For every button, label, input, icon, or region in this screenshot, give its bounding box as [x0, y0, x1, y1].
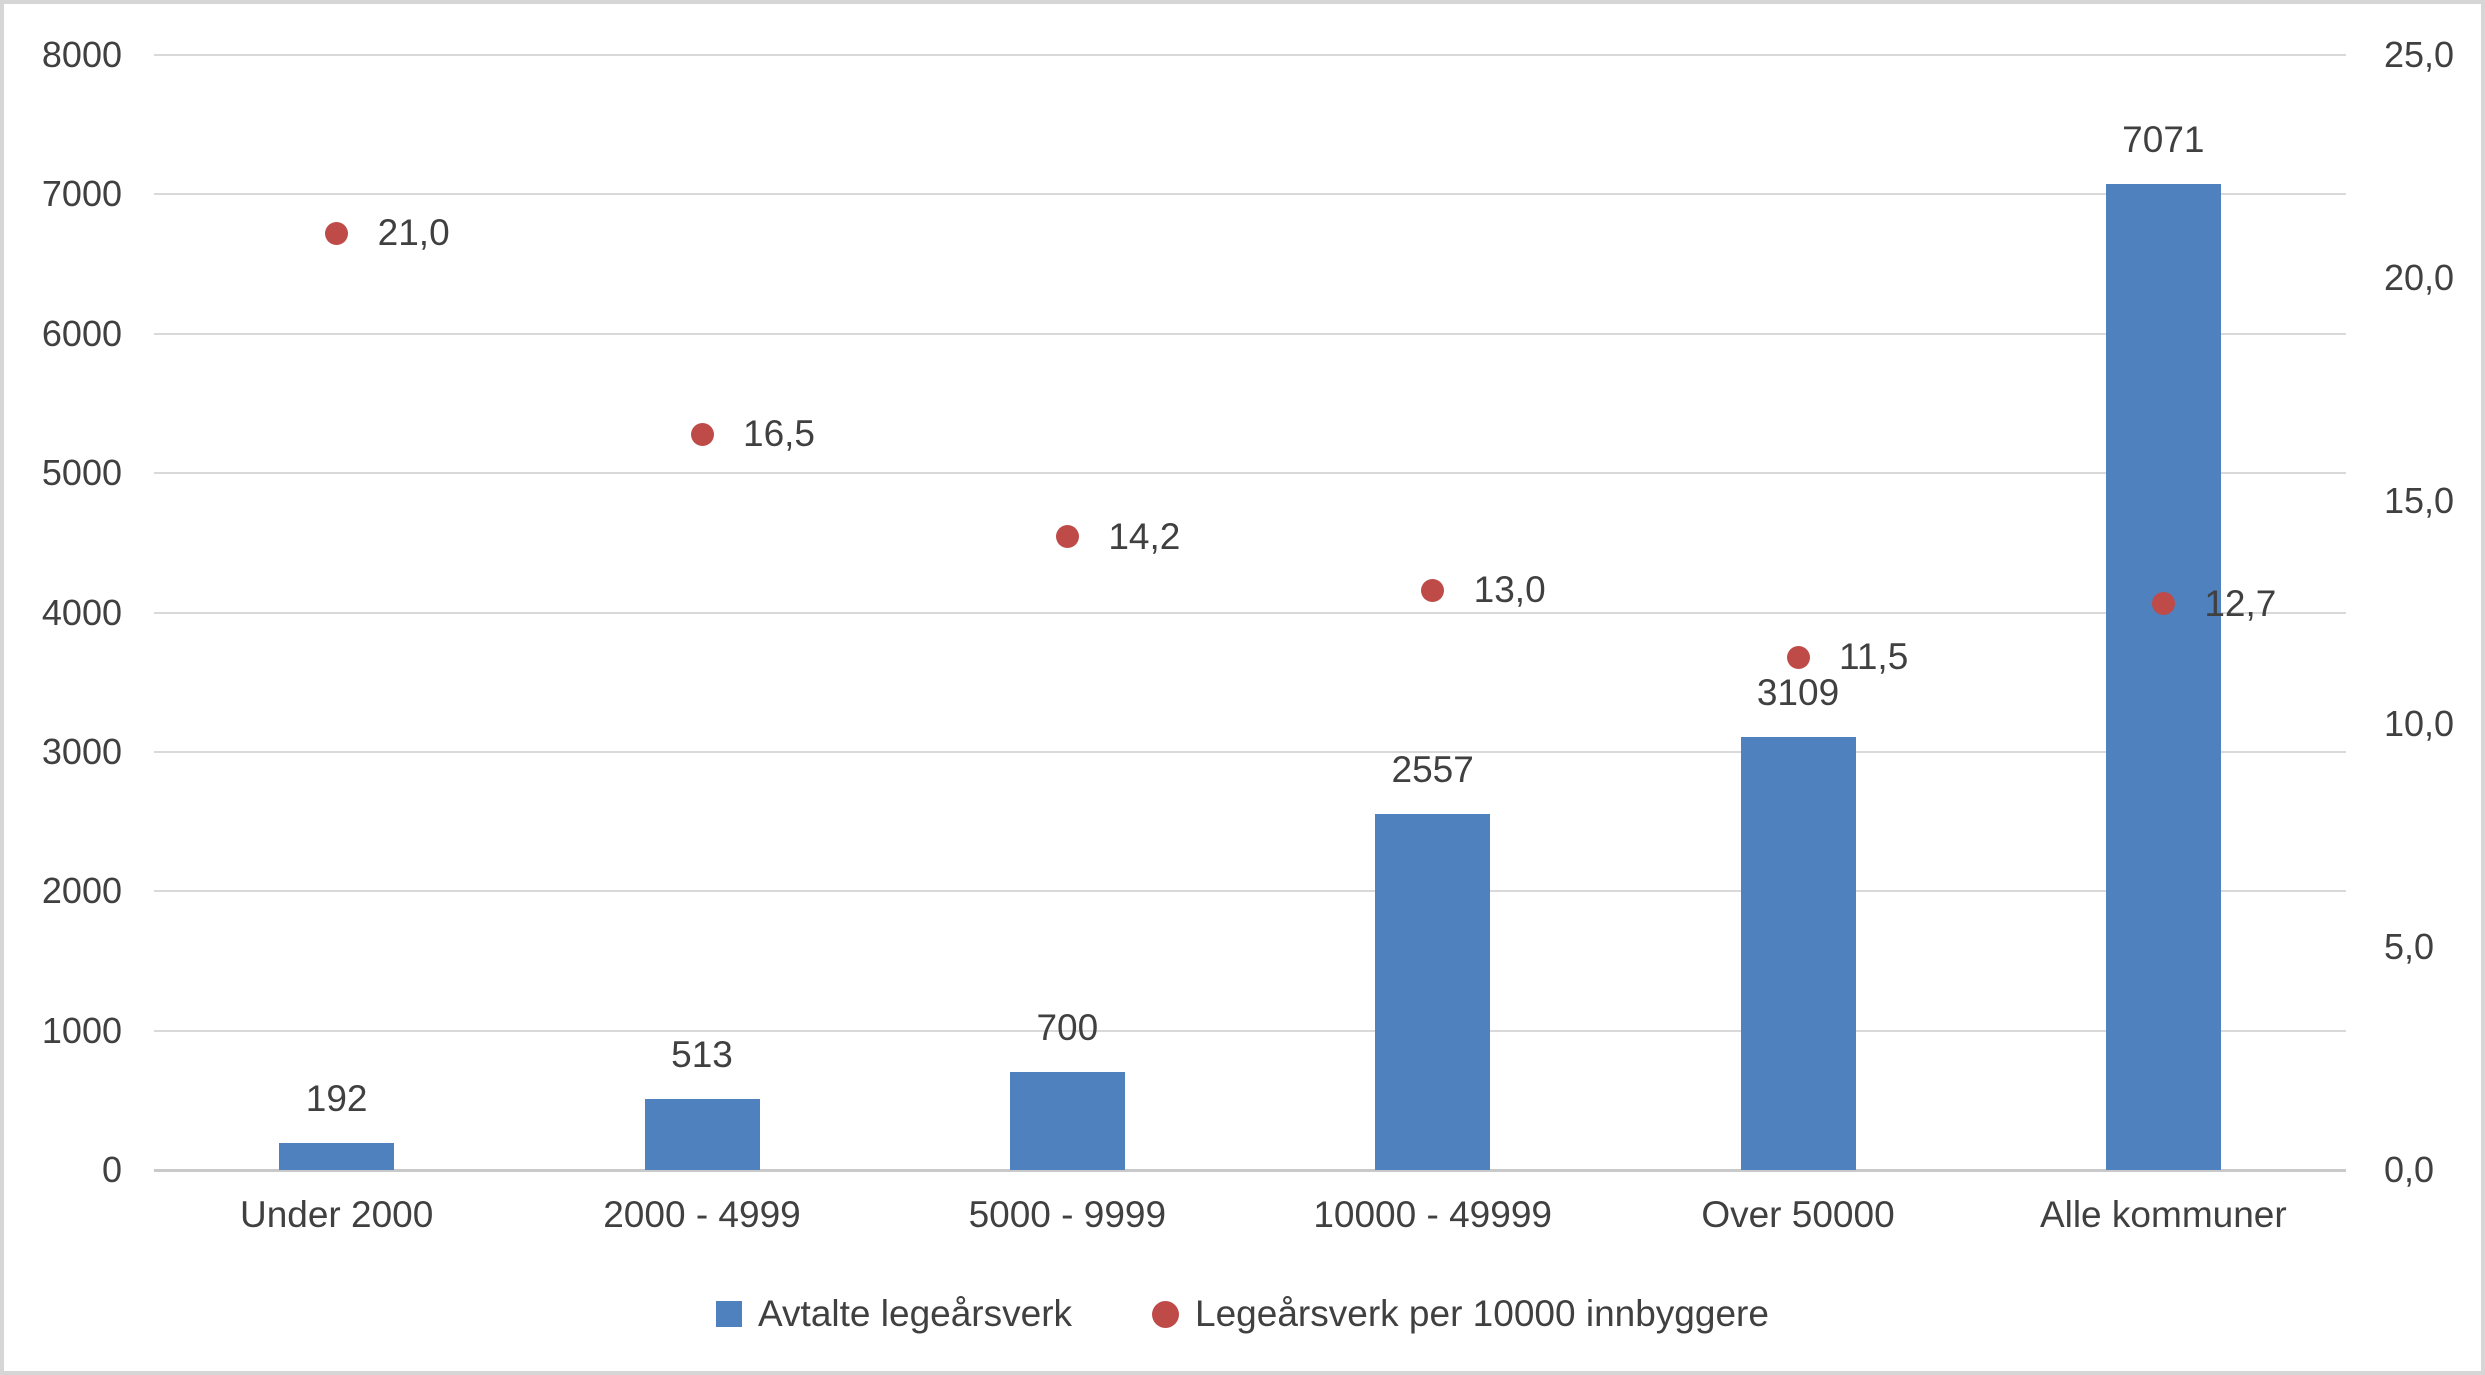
bar-data-label: 192: [305, 1078, 368, 1120]
bar-series-marker-icon: [716, 1301, 743, 1327]
left-axis-tick-label: 2000: [41, 870, 122, 912]
left-axis-tick-label: 4000: [41, 591, 122, 633]
bar-5: [2105, 184, 2221, 1170]
bar-4: [1740, 736, 1856, 1170]
bar-data-label: 513: [671, 1033, 733, 1075]
scatter-data-label: 13,0: [1473, 569, 1546, 611]
gridline: [154, 750, 2346, 753]
category-axis-label: 2000 - 4999: [603, 1194, 801, 1235]
gridline: [154, 54, 2346, 56]
right-axis-tick-label: 25,0: [2384, 34, 2455, 75]
right-axis-tick-label: 20,0: [2384, 257, 2455, 298]
scatter-point-5: [2151, 592, 2175, 616]
left-axis-tick-label: 0: [101, 1149, 122, 1190]
legend-item-bar-series: Avtalte legeårsverk: [716, 1291, 1072, 1337]
right-axis-tick-label: 0,0: [2384, 1149, 2435, 1190]
bar-data-label: 7071: [2122, 119, 2205, 161]
gridline: [154, 890, 2346, 893]
right-axis-tick-label: 10,0: [2384, 703, 2455, 744]
scatter-data-label: 21,0: [377, 212, 450, 254]
bar-data-label: 700: [1036, 1007, 1099, 1049]
legend: Avtalte legeårsverk Legeårsverk per 1000…: [4, 1290, 2481, 1338]
bar-1: [644, 1098, 760, 1170]
left-axis-tick-label: 3000: [41, 730, 122, 772]
scatter-point-2: [1055, 525, 1079, 549]
legend-label-scatter-series: Legeårsverk per 10000 innbyggere: [1195, 1293, 1769, 1334]
gridline: [154, 611, 2346, 614]
legend-item-scatter-series: Legeårsverk per 10000 innbyggere: [1152, 1291, 1769, 1337]
category-axis-label: Over 50000: [1701, 1194, 1895, 1235]
category-axis-label: 10000 - 49999: [1313, 1194, 1552, 1235]
right-axis-tick-label: 15,0: [2384, 480, 2455, 521]
scatter-point-1: [690, 422, 714, 446]
gridline: [154, 193, 2346, 196]
x-axis-line: [154, 1169, 2346, 1172]
scatter-point-3: [1421, 578, 1445, 602]
scatter-series-marker-icon: [1152, 1300, 1180, 1328]
left-axis-tick-label: 7000: [41, 173, 122, 215]
category-axis-label: Under 2000: [239, 1194, 434, 1235]
gridline: [154, 1029, 2346, 1032]
bar-3: [1375, 813, 1491, 1170]
scatter-data-label: 14,2: [1108, 515, 1181, 557]
bar-2: [1009, 1072, 1125, 1170]
left-axis-tick-label: 1000: [41, 1009, 122, 1051]
bar-data-label: 2557: [1391, 748, 1474, 790]
bar-data-label: 3109: [1756, 671, 1840, 713]
scatter-data-label: 12,7: [2204, 582, 2277, 624]
scatter-data-label: 16,5: [743, 413, 816, 455]
category-axis-label: Alle kommuner: [2039, 1194, 2287, 1235]
gridline: [154, 332, 2346, 335]
right-axis-tick-label: 5,0: [2384, 926, 2435, 967]
left-axis-tick-label: 8000: [41, 34, 122, 75]
bar-0: [279, 1143, 395, 1170]
scatter-point-0: [325, 221, 349, 245]
scatter-point-4: [1786, 645, 1810, 669]
left-axis-tick-label: 6000: [41, 312, 122, 354]
left-axis-tick-label: 5000: [41, 452, 122, 494]
scatter-data-label: 11,5: [1839, 636, 1909, 678]
category-axis-label: 5000 - 9999: [968, 1194, 1167, 1235]
gridline: [154, 472, 2346, 475]
legend-label-bar-series: Avtalte legeårsverk: [758, 1293, 1073, 1334]
